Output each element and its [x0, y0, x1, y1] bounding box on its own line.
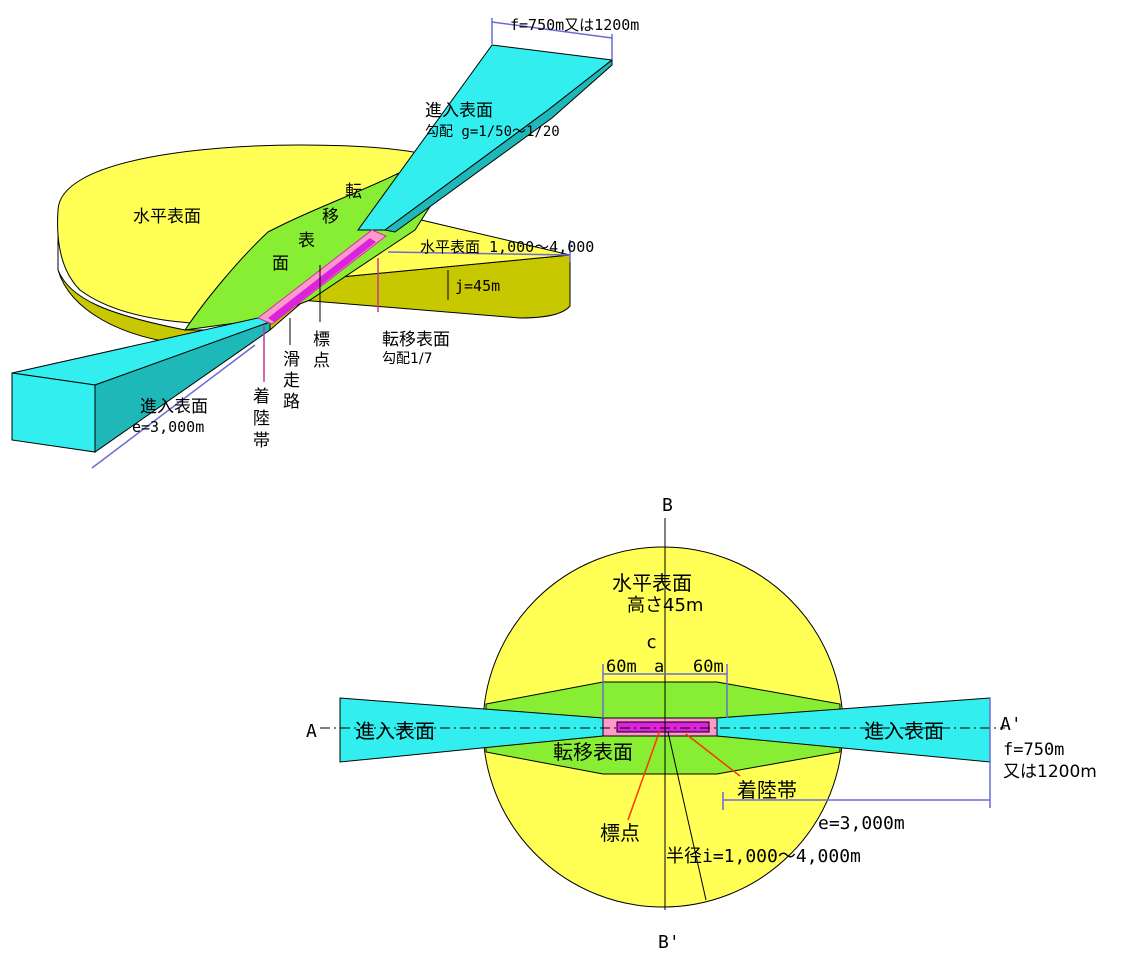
iso-runway [268, 238, 376, 322]
plan-horizontal-height: 高さ45m [627, 595, 703, 616]
iso-runway-char-3: 路 [283, 392, 300, 412]
iso-approach-bottom-title: 進入表面 [140, 397, 208, 417]
plan-view: B B' A A' 水平表面 高さ45m c 60m a 60m 進入表面 進入… [306, 495, 1097, 953]
plan-width-label-1: f=750m [1003, 740, 1064, 760]
plan-strip-label: 着陸帯 [737, 778, 797, 802]
iso-runway-char-2: 走 [283, 371, 300, 391]
iso-transition-char-1: 転 [345, 182, 362, 202]
plan-leader-radius [667, 731, 707, 901]
iso-dim-length [91, 344, 256, 469]
iso-marker-char-1: 標 [313, 330, 330, 350]
iso-transition-char-2: 移 [322, 207, 339, 227]
plan-leader-marker [627, 729, 661, 821]
iso-strip-char-3: 帯 [253, 431, 270, 451]
plan-horizontal-title: 水平表面 [612, 571, 692, 595]
plan-right-60: 60m [693, 657, 724, 677]
plan-b-bottom: B' [658, 932, 680, 953]
iso-runway-char-1: 滑 [283, 350, 300, 370]
iso-approach-top-title: 進入表面 [425, 101, 493, 121]
iso-approach-length: e=3,000m [132, 418, 204, 436]
plan-transition-label: 転移表面 [553, 740, 633, 764]
plan-a-dim: a [654, 657, 664, 677]
iso-approach-bottom-right [94, 321, 271, 453]
plan-length-label: e=3,000m [818, 813, 905, 834]
plan-marker-label: 標点 [600, 821, 640, 845]
iso-horizontal-title: 水平表面 [133, 207, 201, 227]
iso-strip-char-1: 着 [253, 387, 270, 407]
plan-approach-right-label: 進入表面 [864, 719, 944, 743]
iso-approach-width-label: f=750m又は1200m [510, 16, 639, 34]
iso-dim-radius [387, 251, 571, 256]
iso-transition-slope: 勾配1/7 [382, 351, 433, 367]
iso-marker-char-2: 点 [313, 351, 330, 371]
iso-approach-slope: 勾配 g=1/50～1/20 [425, 124, 560, 140]
iso-transition [183, 99, 499, 331]
iso-strip-char-2: 陸 [253, 409, 270, 429]
iso-dim-width [491, 21, 613, 39]
plan-width-label-2: 又は1200m [1003, 762, 1097, 782]
plan-c-label: c [646, 632, 657, 653]
iso-transition-label: 転移表面 [382, 330, 450, 350]
iso-transition-char-4: 面 [272, 254, 289, 274]
plan-runway [616, 721, 710, 733]
plan-left-60: 60m [606, 657, 637, 677]
plan-approach-left-label: 進入表面 [355, 719, 435, 743]
plan-leader-strip [685, 733, 741, 777]
iso-horizontal-side [57, 210, 571, 346]
plan-b-top: B [662, 495, 673, 516]
plan-a-right: A' [1000, 714, 1022, 735]
iso-height-label: j=45m [455, 277, 500, 295]
plan-radius-label: 半径i=1,000～4,000m [666, 846, 861, 867]
iso-approach-bottom-left [11, 372, 96, 453]
iso-view: f=750m又は1200m 進入表面 勾配 g=1/50～1/20 水平表面 転… [11, 16, 639, 469]
plan-a-left: A [306, 721, 317, 742]
iso-transition-char-3: 表 [298, 231, 315, 251]
iso-horizontal-radius-label: 水平表面 1,000～4,000 [420, 238, 594, 256]
